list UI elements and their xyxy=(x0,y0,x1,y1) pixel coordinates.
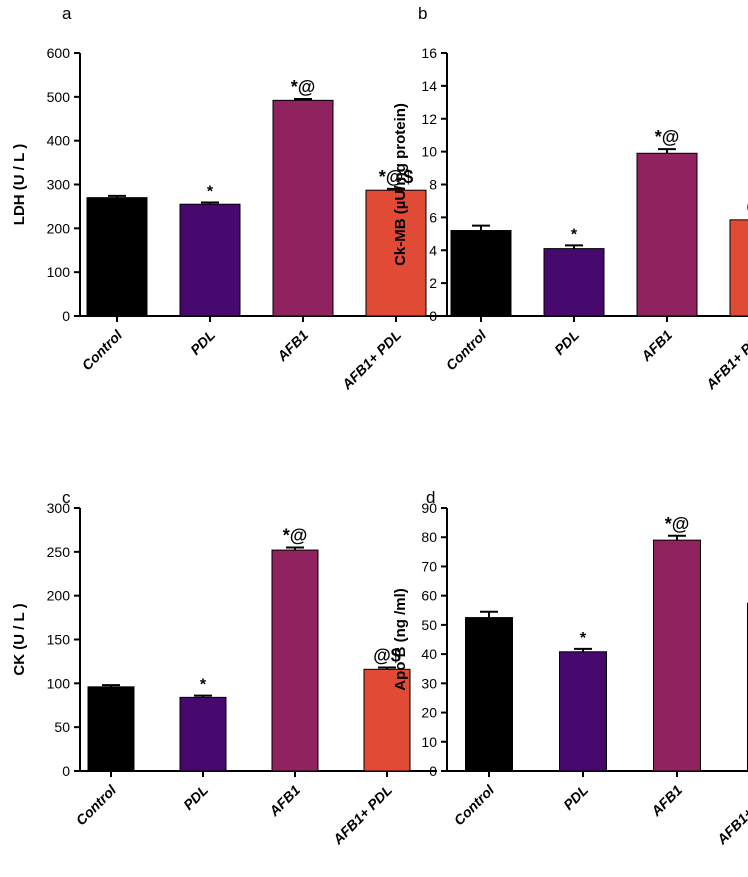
significance-label-d-2: *@ xyxy=(665,514,690,534)
y-tick-label: 60 xyxy=(421,588,437,604)
significance-label-b-2: *@ xyxy=(655,127,680,147)
y-tick-label: 600 xyxy=(47,45,71,61)
y-tick-label: 400 xyxy=(47,133,71,149)
y-tick-label: 0 xyxy=(62,763,70,779)
x-tick-label-b-1: PDL xyxy=(551,327,582,358)
significance-label-b-1: * xyxy=(571,226,578,243)
bar-c-3 xyxy=(363,668,411,772)
y-tick-label: 150 xyxy=(47,632,71,648)
y-tick-label: 20 xyxy=(421,705,437,721)
x-tick-label-b-3: AFB1+ PDL xyxy=(702,327,748,393)
bar-a-2 xyxy=(272,99,334,317)
y-tick-label: 8 xyxy=(429,177,437,193)
significance-label-a-2: *@ xyxy=(291,77,316,97)
x-tick-label-b-2: AFB1 xyxy=(637,327,675,365)
y-tick-label: 12 xyxy=(421,111,437,127)
panel-letter-b: b xyxy=(418,4,427,23)
bar-b-1 xyxy=(543,248,605,317)
y-tick-label: 200 xyxy=(47,220,71,236)
bar-a-0 xyxy=(86,197,148,317)
y-tick-label: 500 xyxy=(47,89,71,105)
y-tick-label: 0 xyxy=(62,308,70,324)
y-axis-label-b: Ck-MB (µU/mg protein) xyxy=(392,103,409,266)
x-tick-label-a-0: Control xyxy=(79,326,126,373)
y-axis-label-c: CK (U / L ) xyxy=(11,603,28,675)
y-tick-label: 14 xyxy=(421,78,437,94)
y-tick-label: 0 xyxy=(429,763,437,779)
x-tick-label-a-1: PDL xyxy=(187,327,218,358)
significance-label-d-1: * xyxy=(580,630,587,647)
x-tick-label-d-0: Control xyxy=(451,781,498,828)
bar-c-1 xyxy=(179,696,227,772)
bar-b-3 xyxy=(729,219,748,317)
x-tick-label-b-0: Control xyxy=(443,326,490,373)
y-tick-label: 6 xyxy=(429,209,437,225)
x-tick-label-c-1: PDL xyxy=(180,782,211,813)
y-tick-label: 4 xyxy=(429,242,437,258)
y-tick-label: 100 xyxy=(47,264,71,280)
significance-label-c-2: *@ xyxy=(283,525,308,545)
y-tick-label: 100 xyxy=(47,675,71,691)
bar-d-2 xyxy=(653,539,701,772)
y-tick-label: 40 xyxy=(421,646,437,662)
y-tick-label: 70 xyxy=(421,558,437,574)
y-tick-label: 300 xyxy=(47,500,71,516)
y-tick-label: 300 xyxy=(47,177,71,193)
y-tick-label: 16 xyxy=(421,45,437,61)
y-tick-label: 80 xyxy=(421,529,437,545)
y-tick-label: 50 xyxy=(54,719,70,735)
panel-letter-a: a xyxy=(62,4,72,23)
y-tick-label: 30 xyxy=(421,675,437,691)
bar-d-0 xyxy=(465,617,513,772)
bar-b-0 xyxy=(450,230,512,317)
y-axis-label-a: LDH (U / L ) xyxy=(11,144,28,225)
bar-a-1 xyxy=(179,203,241,317)
significance-label-a-3: *@$ xyxy=(379,167,414,187)
y-axis-label-d: Apo B (ng /ml) xyxy=(392,588,409,690)
y-tick-label: 50 xyxy=(421,617,437,633)
significance-label-b-3: @$ xyxy=(746,195,748,215)
panel-letter-d: d xyxy=(426,488,435,507)
x-tick-label-d-3: AFB1+ PDL xyxy=(713,782,748,848)
x-tick-label-a-2: AFB1 xyxy=(273,327,311,365)
x-tick-label-d-1: PDL xyxy=(560,782,591,813)
x-tick-label-d-2: AFB1 xyxy=(647,782,685,820)
y-tick-label: 10 xyxy=(421,144,437,160)
y-tick-label: 200 xyxy=(47,588,71,604)
x-tick-label-a-3: AFB1+ PDL xyxy=(338,327,404,393)
bar-c-2 xyxy=(271,549,319,772)
x-tick-label-c-3: AFB1+ PDL xyxy=(329,782,395,848)
bar-c-0 xyxy=(87,686,135,772)
bar-a-3 xyxy=(365,189,427,317)
panel-letter-c: c xyxy=(62,488,71,507)
significance-label-c-1: * xyxy=(200,677,207,694)
y-tick-label: 10 xyxy=(421,734,437,750)
significance-label-c-3: @$ xyxy=(373,646,401,666)
y-tick-label: 90 xyxy=(421,500,437,516)
x-tick-label-c-0: Control xyxy=(73,781,120,828)
y-tick-label: 250 xyxy=(47,544,71,560)
y-tick-label: 0 xyxy=(429,308,437,324)
bar-d-1 xyxy=(559,651,607,772)
y-tick-label: 2 xyxy=(429,275,437,291)
significance-label-a-1: * xyxy=(207,183,214,200)
x-tick-label-c-2: AFB1 xyxy=(265,782,303,820)
bar-b-2 xyxy=(636,152,698,317)
